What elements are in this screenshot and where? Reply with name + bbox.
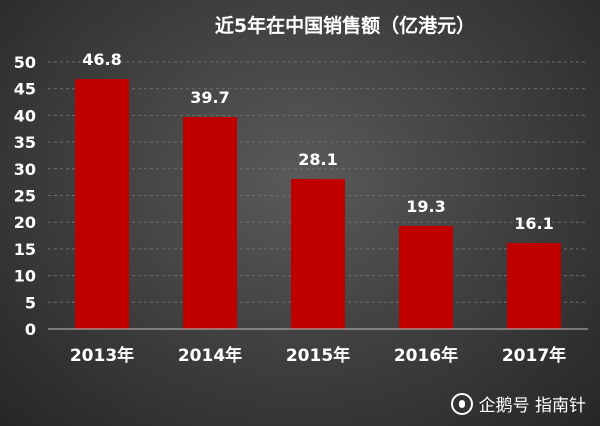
y-tick-label: 45 — [14, 80, 36, 99]
x-category-label-0: 2013年 — [70, 345, 134, 366]
chart-title: 近5年在中国销售额（亿港元） — [215, 14, 475, 37]
bars — [75, 79, 561, 329]
bar-1 — [183, 117, 237, 329]
data-label-4: 16.1 — [514, 214, 553, 233]
y-tick-label: 50 — [14, 53, 36, 72]
x-category-label-2: 2015年 — [286, 345, 350, 366]
y-tick-label: 20 — [14, 213, 36, 232]
x-axis-categories: 2013年 2014年 2015年 2016年 2017年 — [70, 345, 566, 366]
penguin-icon — [450, 392, 473, 415]
y-tick-label: 10 — [14, 267, 36, 286]
data-label-2: 28.1 — [298, 150, 337, 169]
data-labels: 46.8 39.7 28.1 19.3 16.1 — [82, 50, 553, 233]
y-tick-label: 30 — [14, 160, 36, 179]
y-tick-label: 0 — [25, 320, 36, 339]
y-tick-label: 35 — [14, 133, 36, 152]
watermark-text: 企鹅号 指南针 — [478, 396, 586, 416]
bar-3 — [399, 225, 453, 329]
data-label-0: 46.8 — [82, 50, 121, 69]
bar-4 — [507, 243, 561, 329]
watermark: 企鹅号 指南针 — [450, 391, 586, 416]
x-category-label-1: 2014年 — [178, 345, 242, 366]
y-tick-label: 15 — [14, 240, 36, 259]
y-tick-label: 5 — [25, 293, 36, 312]
data-label-3: 19.3 — [406, 197, 445, 216]
bar-2 — [291, 178, 345, 329]
data-label-1: 39.7 — [190, 88, 229, 107]
y-tick-label: 40 — [14, 106, 36, 125]
y-tick-label: 25 — [14, 187, 36, 206]
x-category-label-4: 2017年 — [502, 345, 566, 366]
y-axis-ticks: 0 5 10 15 20 25 30 35 40 45 50 — [14, 53, 36, 339]
x-category-label-3: 2016年 — [394, 345, 458, 366]
bar-0 — [75, 79, 129, 329]
